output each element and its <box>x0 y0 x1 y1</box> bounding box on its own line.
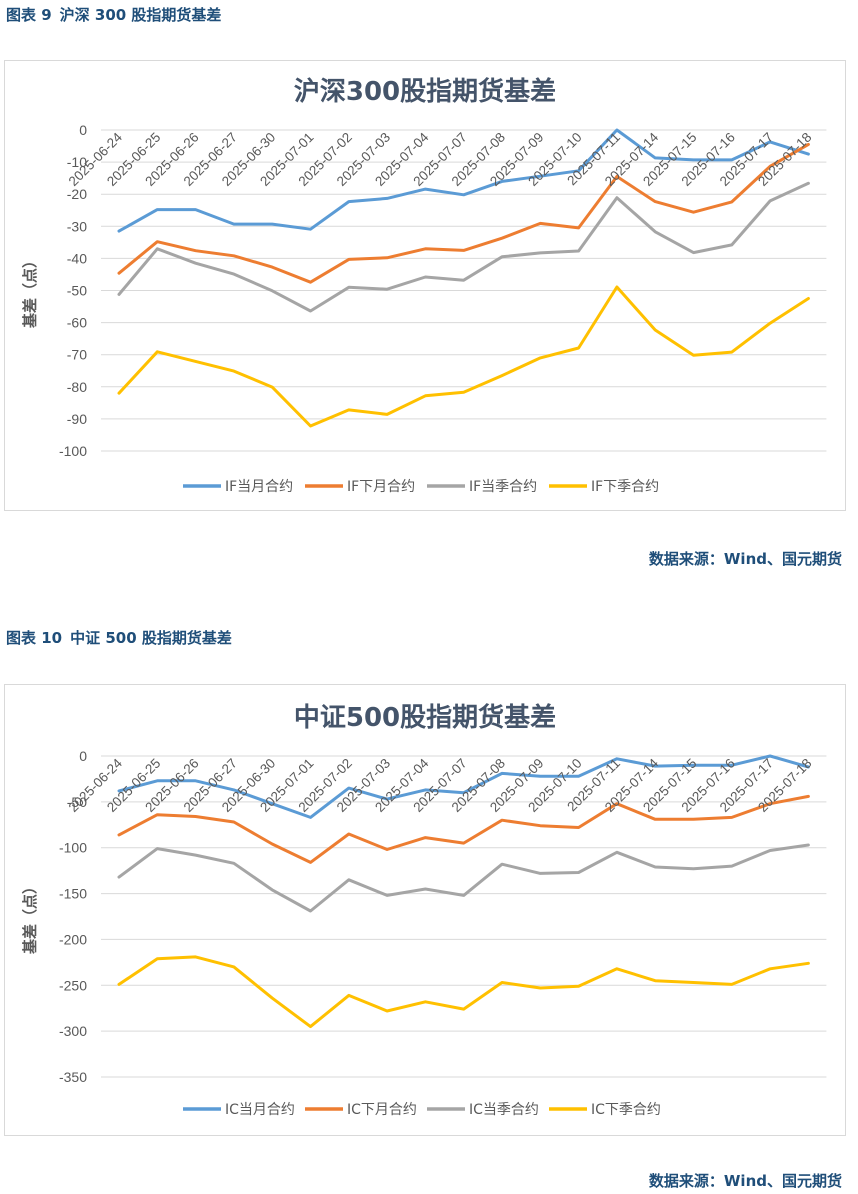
series-line-4 <box>117 285 810 428</box>
legend-label: IF当季合约 <box>469 479 537 495</box>
series-line-1 <box>117 754 810 819</box>
y-tick-label: -100 <box>59 840 87 856</box>
y-tick-label: -10 <box>67 154 87 170</box>
chart-panel-csi500: 中证500股指期货基差 0 -50 -100 -150 -200 -250 -300 -350 基… <box>4 684 846 1136</box>
series-line-1 <box>117 128 810 233</box>
figure-label: 图表 10 <box>6 629 63 647</box>
legend-label: IC当月合约 <box>225 1102 295 1118</box>
chart-title: 沪深300股指期货基差 <box>294 76 556 107</box>
y-tick-label: -150 <box>59 886 87 902</box>
figure-label: 图表 9 <box>6 6 52 24</box>
y-tick-label: 0 <box>79 748 87 764</box>
y-axis-label: 基差（点） <box>21 879 39 955</box>
source-note: 数据来源：Wind、国元期货 <box>648 1172 842 1190</box>
series-line-3 <box>117 843 810 913</box>
y-tick-label: -200 <box>59 931 87 947</box>
series-line-2 <box>117 794 810 864</box>
y-tick-label: -30 <box>67 218 87 234</box>
chart-panel-hs300: 沪深300股指期货基差 0 -10 -20 -30 -40 -50 -60 -70 -80 -90 -… <box>4 60 846 511</box>
y-axis-label: 基差（点） <box>21 253 39 329</box>
legend-label: IC下季合约 <box>591 1102 661 1118</box>
y-tick-label: -250 <box>59 977 87 993</box>
figure-caption: 图表 9 沪深 300 股指期货基差 <box>6 4 229 25</box>
series-line-2 <box>117 142 810 284</box>
y-tick-label: -60 <box>67 315 87 331</box>
y-tick-label: 0 <box>79 122 87 138</box>
legend-label: IC下月合约 <box>347 1102 417 1118</box>
chart-title: 中证500股指期货基差 <box>294 702 556 733</box>
y-tick-label: -100 <box>59 443 87 459</box>
series-line-4 <box>117 955 810 1029</box>
y-tick-label: -300 <box>59 1023 87 1039</box>
y-tick-label: -350 <box>59 1069 87 1085</box>
figure-title: 中证 500 股指期货基差 <box>70 629 232 647</box>
y-tick-label: -70 <box>67 347 87 363</box>
y-tick-label: -50 <box>67 283 87 299</box>
series-line-3 <box>117 181 810 313</box>
figure-title: 沪深 300 股指期货基差 <box>59 6 222 24</box>
source-note: 数据来源：Wind、国元期货 <box>648 550 842 568</box>
y-tick-label: -40 <box>67 250 87 266</box>
y-tick-label: -50 <box>67 794 87 810</box>
legend-label: IF下月合约 <box>347 479 415 495</box>
chart-csi500-basis: 中证500股指期货基差 0 -50 -100 -150 -200 -250 -300 -350 基… <box>21 702 827 1118</box>
figure-caption: 图表 10 中证 500 股指期货基差 <box>6 627 240 648</box>
legend-label: IF下季合约 <box>591 479 659 495</box>
y-tick-label: -20 <box>67 186 87 202</box>
y-tick-label: -80 <box>67 379 87 395</box>
y-tick-label: -90 <box>67 411 87 427</box>
legend-label: IF当月合约 <box>225 479 293 495</box>
chart-hs300-basis: 沪深300股指期货基差 0 -10 -20 -30 -40 -50 -60 -70 -80 -90 -… <box>21 76 827 495</box>
legend-label: IC当季合约 <box>469 1102 539 1118</box>
